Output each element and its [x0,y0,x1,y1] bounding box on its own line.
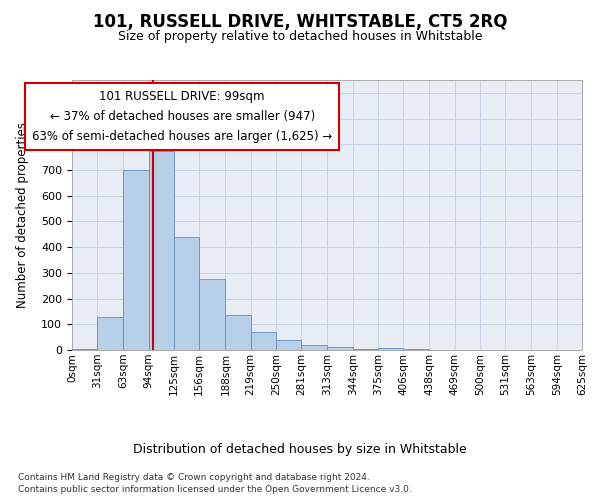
Text: Contains HM Land Registry data © Crown copyright and database right 2024.: Contains HM Land Registry data © Crown c… [18,472,370,482]
Bar [276,340,301,350]
Text: 101, RUSSELL DRIVE, WHITSTABLE, CT5 2RQ: 101, RUSSELL DRIVE, WHITSTABLE, CT5 2RQ [93,12,507,30]
Text: 101 RUSSELL DRIVE: 99sqm
← 37% of detached houses are smaller (947)
63% of semi-: 101 RUSSELL DRIVE: 99sqm ← 37% of detach… [32,90,332,144]
Text: Size of property relative to detached houses in Whitstable: Size of property relative to detached ho… [118,30,482,43]
Y-axis label: Number of detached properties: Number of detached properties [16,122,29,308]
Bar [199,280,226,350]
Bar [149,150,174,350]
Bar [251,332,276,350]
Text: Distribution of detached houses by size in Whitstable: Distribution of detached houses by size … [133,442,467,456]
Bar [328,348,353,350]
Bar [174,237,199,350]
Bar [124,170,149,350]
Bar [226,316,251,350]
Bar [97,316,124,350]
Text: Contains public sector information licensed under the Open Government Licence v3: Contains public sector information licen… [18,485,412,494]
Bar [72,348,97,350]
Bar [301,345,328,350]
Bar [378,348,403,350]
